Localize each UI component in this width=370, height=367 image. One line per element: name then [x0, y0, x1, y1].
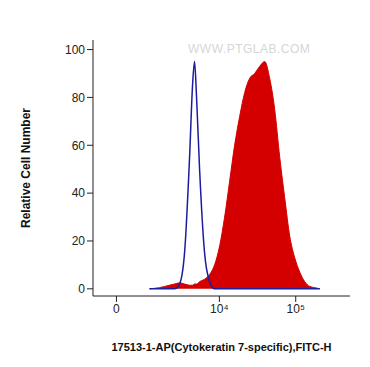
html-text:WWW.PTGLAB.COM: WWW.PTGLAB.COM	[188, 42, 311, 56]
svg-text:10⁴: 10⁴	[210, 302, 229, 316]
svg-text:40: 40	[72, 186, 86, 200]
svg-text:0: 0	[113, 302, 120, 316]
svg-text:Relative Cell Number: Relative Cell Number	[19, 108, 33, 228]
svg-text:10⁵: 10⁵	[287, 302, 305, 316]
svg-text:80: 80	[72, 91, 86, 105]
svg-text:60: 60	[72, 139, 86, 153]
svg-text:17513-1-AP(Cytokeratin 7-speci: 17513-1-AP(Cytokeratin 7-specific),FITC-…	[111, 341, 331, 353]
svg-text:0: 0	[78, 282, 85, 296]
svg-text:20: 20	[72, 234, 86, 248]
svg-text:100: 100	[65, 43, 85, 57]
